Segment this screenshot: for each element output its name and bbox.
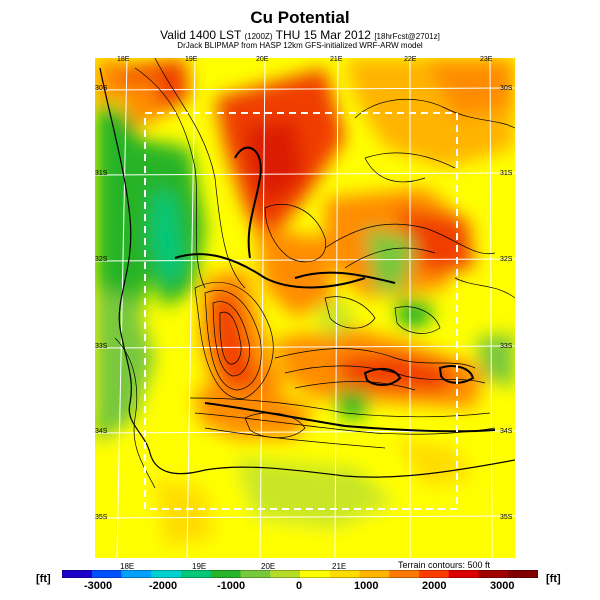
lat-label-right-4: 33S [500, 343, 513, 350]
colorbar-swatch [300, 570, 331, 578]
colorbar-swatch [240, 570, 271, 578]
colorbar-swatch [419, 570, 450, 578]
bold-terrain-contours [174, 146, 496, 433]
lat-label-right-5: 34S [500, 428, 513, 435]
colorbar-tick-6: 2000 [422, 580, 447, 592]
colorbar-swatch [448, 570, 479, 578]
lat-label-left-3: 32S [95, 256, 108, 263]
lon-label-top-6: 23E [480, 56, 493, 63]
lon-label-top-1: 18E [117, 56, 130, 63]
lon-label-bottom-2: 19E [192, 562, 207, 571]
cu-potential-map [95, 58, 515, 558]
colorbar-swatch [91, 570, 122, 578]
lon-label-bottom-4: 21E [332, 562, 347, 571]
colorbar-unit-right: [ft] [546, 573, 561, 585]
colorbar-swatch [210, 570, 241, 578]
lon-label-top-4: 21E [330, 56, 343, 63]
lat-label-left-6: 35S [95, 514, 108, 521]
colorbar-swatch [359, 570, 390, 578]
model-credit: DrJack BLIPMAP from HASP 12km GFS-initia… [177, 41, 423, 50]
terrain-contours-note: Terrain contours: 500 ft [398, 560, 491, 570]
lon-label-bottom-3: 20E [261, 562, 276, 571]
lat-label-left-4: 33S [95, 343, 108, 350]
colorbar-tick-5: 1000 [354, 580, 379, 592]
detail-domain-box [144, 112, 458, 510]
lat-label-right-2: 31S [500, 170, 513, 177]
colorbar-swatch [270, 570, 301, 578]
lat-label-right-3: 32S [500, 256, 513, 263]
colorbar-tick-2: -2000 [149, 580, 178, 592]
lat-label-right-1: 30S [500, 85, 513, 92]
coastline [99, 67, 515, 478]
lat-label-left-2: 31S [95, 170, 108, 177]
valid-time-utc: (1200Z) [244, 32, 273, 41]
colorbar-tick-4: 0 [296, 580, 303, 592]
colorbar-swatch [151, 570, 182, 578]
lat-label-left-5: 34S [95, 428, 108, 435]
terrain-contours [114, 58, 515, 489]
color-field [95, 58, 515, 558]
lat-label-right-6: 35S [500, 514, 513, 521]
map-subtitle: Valid 1400 LST (1200Z) THU 15 Mar 2012 [… [0, 28, 600, 42]
lon-label-top-5: 22E [404, 56, 417, 63]
lon-label-top-2: 19E [185, 56, 198, 63]
colorbar-swatch [181, 570, 212, 578]
valid-time: Valid 1400 LST [160, 28, 242, 42]
colorbar-swatch [121, 570, 152, 578]
colorbar-swatch [389, 570, 420, 578]
map-title: Cu Potential [250, 8, 350, 27]
lon-label-top-3: 20E [256, 56, 269, 63]
valid-date: THU 15 Mar 2012 [275, 28, 371, 42]
colorbar-swatch [508, 570, 538, 578]
colorbar [62, 570, 538, 578]
colorbar-tick-7: 3000 [490, 580, 515, 592]
colorbar-tick-1: -3000 [84, 580, 113, 592]
forecast-tag: [18hrFcst@2701z] [374, 32, 440, 41]
colorbar-swatch [62, 570, 93, 578]
colorbar-swatch [478, 570, 509, 578]
colorbar-swatch [329, 570, 360, 578]
lat-label-left-1: 30S [95, 85, 108, 92]
colorbar-unit-left: [ft] [36, 573, 51, 585]
colorbar-tick-3: -1000 [217, 580, 246, 592]
lon-label-bottom-1: 18E [120, 562, 135, 571]
